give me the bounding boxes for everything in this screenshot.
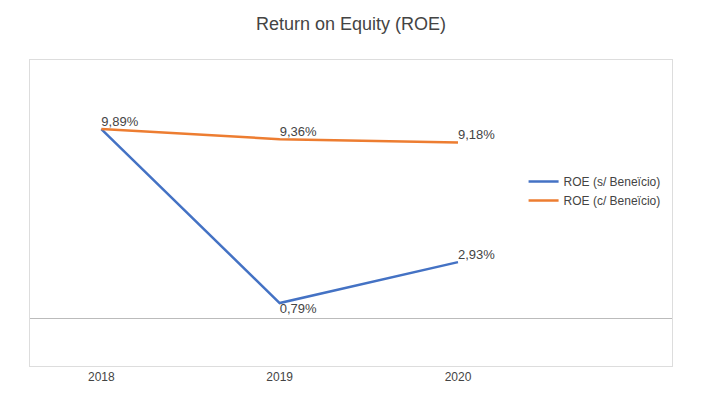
svg-text:2020: 2020 [445,370,472,384]
svg-text:9,89%: 9,89% [101,114,138,129]
svg-text:9,36%: 9,36% [280,124,317,139]
svg-text:ROE (s/ Beneïcio): ROE (s/ Beneïcio) [564,175,661,189]
svg-text:ROE (c/ Beneïcio): ROE (c/ Beneïcio) [564,194,661,208]
svg-text:2,93%: 2,93% [458,247,495,262]
svg-text:2019: 2019 [266,370,293,384]
svg-text:9,18%: 9,18% [458,127,495,142]
svg-text:2018: 2018 [88,370,115,384]
svg-text:0,79%: 0,79% [280,301,317,316]
svg-text:Return on Equity (ROE): Return on Equity (ROE) [256,14,446,34]
